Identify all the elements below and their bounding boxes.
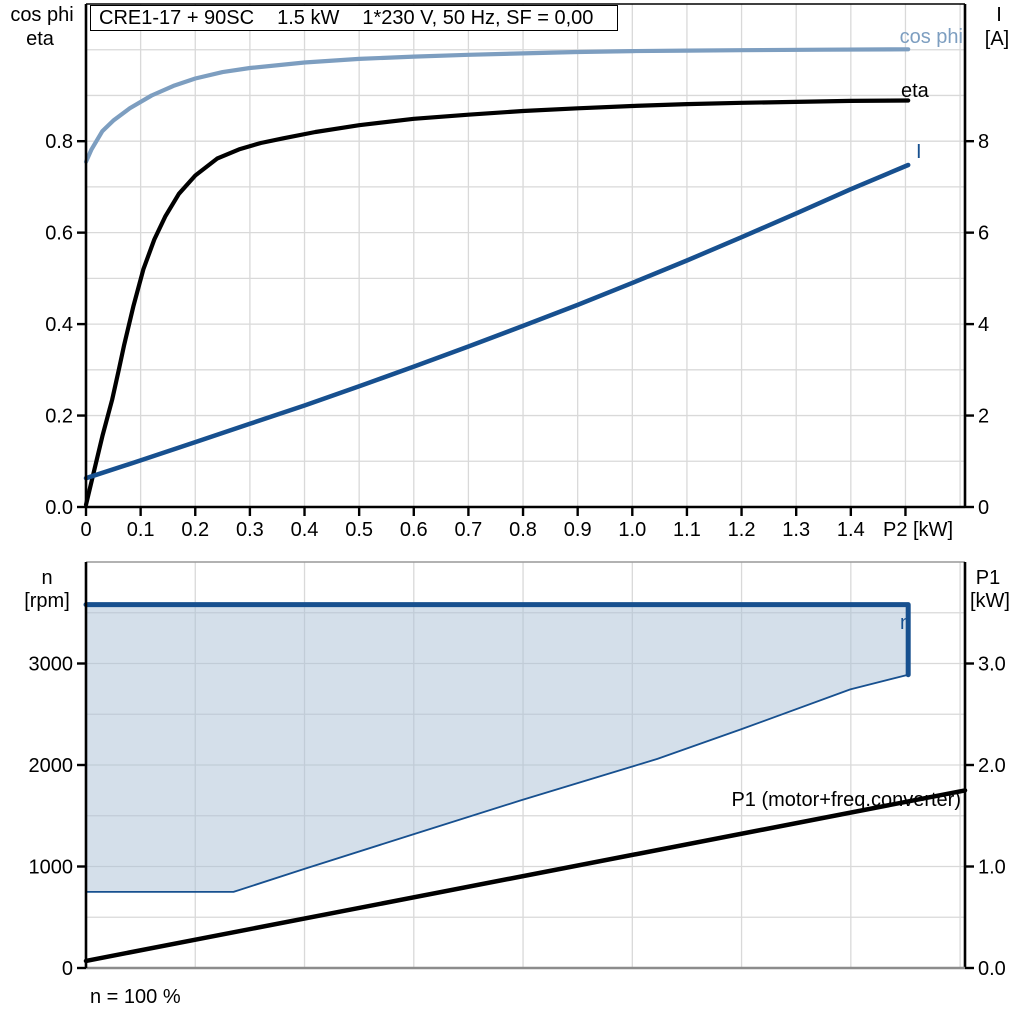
right-tick-label: 2 xyxy=(978,406,989,428)
right-tick-label: 6 xyxy=(978,223,989,245)
x-tick-label: 1.2 xyxy=(728,519,756,541)
series-cos-phi xyxy=(83,47,911,164)
left-axis-title-line1: cos phi xyxy=(10,4,73,26)
left-tick-label: 3000 xyxy=(29,654,74,676)
series-i xyxy=(83,162,911,481)
footnote-speed-percent: n = 100 % xyxy=(90,986,181,1008)
series-label-current: I xyxy=(916,141,922,163)
right-tick-label: 0 xyxy=(978,497,989,519)
left-tick-label: 2000 xyxy=(29,755,74,777)
left-tick-label: 0.6 xyxy=(45,223,73,245)
x-tick-label: 0.8 xyxy=(509,519,537,541)
left-tick-label: 0.2 xyxy=(45,406,73,428)
x-tick-label: 0.1 xyxy=(127,519,155,541)
right-tick-label: 8 xyxy=(978,131,989,153)
left-axis-title-line1: n xyxy=(41,567,52,589)
series-p1-motor-freq-converter- xyxy=(83,788,968,964)
left-tick-label: 0 xyxy=(62,958,73,980)
left-axis-title-line2: eta xyxy=(26,28,55,50)
chart-title-box: CRE1-17 + 90SC 1.5 kW 1*230 V, 50 Hz, SF… xyxy=(90,5,618,31)
series-label-cos-phi: cos phi xyxy=(900,26,963,48)
x-tick-label: 1.3 xyxy=(782,519,810,541)
x-tick-label: 0.9 xyxy=(564,519,592,541)
title-power: 1.5 kW xyxy=(277,6,340,29)
title-model: CRE1-17 + 90SC xyxy=(99,6,255,29)
left-axis-title-line2: [rpm] xyxy=(24,590,70,612)
x-tick-label: 1.1 xyxy=(673,519,701,541)
right-axis-title-line1: P1 xyxy=(976,567,1000,589)
left-tick-label: 0.4 xyxy=(45,314,73,336)
x-tick-label: 0.2 xyxy=(181,519,209,541)
x-tick-label: 0.5 xyxy=(345,519,373,541)
x-tick-label: 1.0 xyxy=(618,519,646,541)
left-tick-label: 0.0 xyxy=(45,497,73,519)
speed-range-region xyxy=(86,604,909,892)
right-axis-title-line2: [kW] xyxy=(970,590,1010,612)
speed-range-upper-boundary xyxy=(83,602,911,678)
speed-range-lower-boundary xyxy=(86,673,909,893)
series-eta xyxy=(83,98,911,507)
x-tick-label: 0 xyxy=(80,519,91,541)
series-label-eta: eta xyxy=(901,80,930,102)
x-tick-label: 1.4 xyxy=(837,519,865,541)
chart-speed-and-p1: 01000200030000.01.02.03.0n[rpm]P1[kW]nP1… xyxy=(24,561,1010,1008)
right-tick-label: 3.0 xyxy=(978,654,1006,676)
x-tick-label: 0.7 xyxy=(455,519,483,541)
right-axis-title-line2: [A] xyxy=(985,28,1009,50)
right-tick-label: 1.0 xyxy=(978,857,1006,879)
series-label-p1: P1 (motor+freq.converter) xyxy=(731,789,961,811)
chart-motor-performance: 0.0 0.2 0.4 0.6 0.8 0 2 4 6 8 0 0.1 0.2 0.3 0.4 0.5 0.6 0… xyxy=(10,3,1009,541)
left-tick-label: 1000 xyxy=(29,857,74,879)
grid xyxy=(86,4,965,507)
right-tick-label: 4 xyxy=(978,314,989,336)
right-tick-label: 0.0 xyxy=(978,958,1006,980)
x-tick-label: 0.6 xyxy=(400,519,428,541)
right-tick-label: 2.0 xyxy=(978,755,1006,777)
x-axis-title: P2 [kW] xyxy=(883,519,953,541)
series-label-speed: n xyxy=(900,612,911,634)
title-voltage: 1*230 V, 50 Hz, SF = 0,00 xyxy=(362,6,594,29)
left-tick-label: 0.8 xyxy=(45,131,73,153)
right-axis-title-line1: I xyxy=(996,4,1002,26)
x-tick-label: 0.3 xyxy=(236,519,264,541)
x-tick-label: 0.4 xyxy=(291,519,319,541)
